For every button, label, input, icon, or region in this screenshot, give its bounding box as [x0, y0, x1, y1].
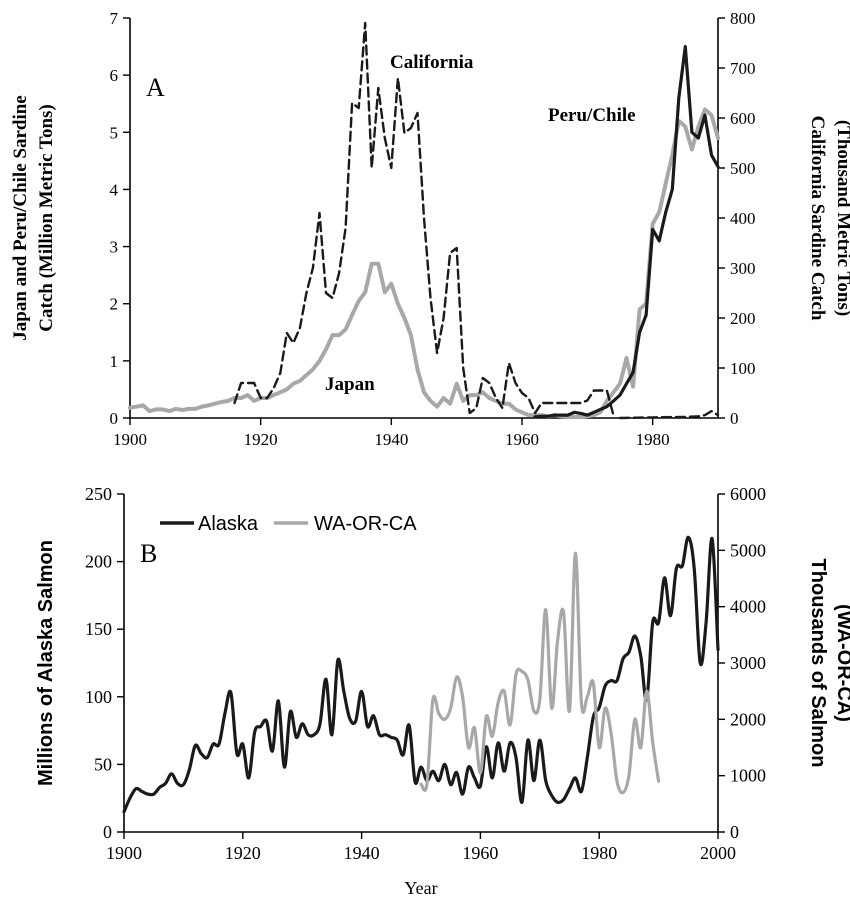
panel-b-ticks: 1900 1920 1940 1960 1980 20000501001502002500…: [85, 484, 766, 863]
panel-b-right-ylabel-line1: Thousands of Salmon: [807, 559, 829, 768]
panel-a-left-tick-label: 7: [110, 9, 119, 28]
panel-a-right-tick-label: 400: [730, 209, 756, 228]
panel-a-series-california: [233, 21, 615, 417]
panel-a-left-tick-label: 3: [110, 238, 119, 257]
panel-b-left-ylabel: Millions of Alaska Salmon: [35, 540, 57, 786]
panel-b-x-tick-label: 1900: [106, 843, 142, 863]
panel-a-ticks: 1900 1920 1940 1960 1980 0 1 2 3 4 5 6 7 0 100 200 300 40…: [110, 9, 756, 449]
panel-a-series-peru-chile: [533, 45, 720, 419]
panel-a-x-tick-label: 1920: [244, 430, 278, 449]
legend-label-alaska: Alaska: [198, 513, 259, 535]
panel-a-left-ylabel-line2: Catch (Million Metric Tons): [36, 104, 57, 331]
panel-b-x-tick-label: 1920: [225, 843, 261, 863]
panel-a-right-tick-label: 300: [730, 259, 756, 278]
panel-b-right-ylabel-line2: (WA-OR-CA): [833, 604, 850, 722]
panel-a-left-tick-label: 6: [110, 66, 119, 85]
panel-b-left-tick-label: 150: [85, 619, 112, 639]
panel-a-series: [128, 21, 720, 420]
panel-a-right-tick-label: 800: [730, 9, 756, 28]
panel-a-series-peru-chile-baseline: [618, 409, 720, 420]
panel-a: 1900 1920 1940 1960 1980 0 1 2 3 4 5 6 7 0 100 200 300 40…: [10, 9, 850, 449]
panel-b-right-tick-label: 5000: [730, 540, 766, 560]
panel-a-right-tick-label: 200: [730, 309, 756, 328]
panel-a-left-tick-label: 4: [110, 180, 119, 199]
panel-b-right-tick-label: 4000: [730, 597, 766, 617]
panel-b-x-tick-label: 2000: [700, 843, 736, 863]
panel-b-right-tick-label: 0: [730, 822, 739, 842]
panel-b-x-title: Year: [404, 878, 437, 898]
panel-a-right-ylabel-line1: California Sardine Catch: [807, 116, 828, 321]
panel-b-right-tick-label: 1000: [730, 766, 766, 786]
panel-b-x-tick-label: 1940: [344, 843, 380, 863]
panel-b-right-tick-label: 2000: [730, 709, 766, 729]
panel-b-left-tick-label: 0: [103, 822, 112, 842]
panel-b-left-tick-label: 100: [85, 687, 112, 707]
panel-b-series-alaska: [122, 535, 720, 814]
panel-a-left-tick-label: 2: [110, 295, 119, 314]
panel-b-x-tick-label: 1980: [581, 843, 617, 863]
panel-b-right-tick-label: 3000: [730, 653, 766, 673]
panel-b: 1900 1920 1940 1960 1980 20000501001502002500…: [35, 484, 850, 898]
legend: Alaska WA-OR-CA: [160, 513, 417, 535]
panel-a-left-tick-label: 5: [110, 123, 119, 142]
panel-a-right-ylabel-line2: (Thousand Metric Tons): [833, 120, 850, 316]
panel-b-left-tick-label: 50: [94, 754, 112, 774]
panel-a-series-japan: [128, 107, 720, 419]
panel-b-series: [122, 535, 720, 814]
legend-label-wa-or-ca: WA-OR-CA: [314, 513, 417, 535]
panel-a-right-tick-label: 100: [730, 359, 756, 378]
panel-a-right-tick-label: 0: [730, 409, 739, 428]
panel-a-label: A: [146, 73, 165, 102]
panel-b-left-tick-label: 250: [85, 484, 112, 504]
panel-b-series-wa-or-ca: [419, 551, 661, 795]
panel-a-right-tick-label: 700: [730, 59, 756, 78]
panel-b-x-tick-label: 1960: [462, 843, 498, 863]
panel-b-left-tick-label: 200: [85, 552, 112, 572]
panel-a-left-tick-label: 1: [110, 352, 119, 371]
panel-a-x-tick-label: 1900: [113, 430, 147, 449]
annotation-peru-chile: Peru/Chile: [548, 105, 636, 126]
annotation-california: California: [390, 52, 474, 73]
panel-b-right-tick-label: 6000: [730, 484, 766, 504]
panel-b-label: B: [140, 539, 157, 568]
panel-a-right-tick-label: 600: [730, 109, 756, 128]
panel-a-x-tick-label: 1960: [505, 430, 539, 449]
annotation-japan: Japan: [325, 374, 375, 395]
panel-a-x-tick-label: 1980: [636, 430, 670, 449]
panel-a-x-tick-label: 1940: [374, 430, 408, 449]
panel-a-left-ylabel-line1: Japan and Peru/Chile Sardine: [10, 95, 31, 340]
panel-a-right-tick-label: 500: [730, 159, 756, 178]
panel-a-left-tick-label: 0: [110, 409, 119, 428]
